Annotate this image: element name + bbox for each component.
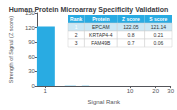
- svg-text:1: 1: [75, 24, 78, 30]
- svg-text:20: 20: [152, 88, 159, 94]
- svg-text:10: 10: [127, 88, 134, 94]
- svg-text:Signal Rank: Signal Rank: [88, 99, 121, 105]
- svg-text:Strength of Signal (Z score): Strength of Signal (Z score): [8, 16, 14, 83]
- svg-text:0.8: 0.8: [127, 32, 134, 38]
- svg-text:0: 0: [32, 83, 36, 89]
- svg-text:121.14: 121.14: [151, 24, 167, 30]
- svg-text:30: 30: [28, 68, 35, 74]
- svg-text:0.7: 0.7: [127, 40, 134, 46]
- svg-text:60: 60: [28, 54, 35, 60]
- svg-text:122.05: 122.05: [123, 24, 139, 30]
- svg-text:1: 1: [43, 88, 47, 94]
- svg-text:3: 3: [75, 40, 78, 46]
- svg-text:30: 30: [167, 88, 174, 94]
- svg-text:Z score: Z score: [122, 16, 140, 22]
- svg-text:Human Protein Microarray Speci: Human Protein Microarray Specificity Val…: [9, 6, 169, 14]
- svg-text:FAM49B: FAM49B: [91, 40, 111, 46]
- svg-text:0.21: 0.21: [153, 32, 163, 38]
- svg-text:150: 150: [24, 10, 35, 16]
- svg-text:KRTAP4-4: KRTAP4-4: [89, 32, 113, 38]
- svg-text:90: 90: [28, 39, 35, 45]
- svg-text:2: 2: [75, 32, 78, 38]
- svg-text:Protein: Protein: [92, 16, 109, 22]
- svg-text:0.06: 0.06: [153, 40, 163, 46]
- svg-text:S score: S score: [149, 16, 167, 22]
- svg-text:Rank: Rank: [70, 16, 82, 22]
- svg-text:120: 120: [25, 25, 36, 31]
- svg-text:EPCAM: EPCAM: [92, 24, 110, 30]
